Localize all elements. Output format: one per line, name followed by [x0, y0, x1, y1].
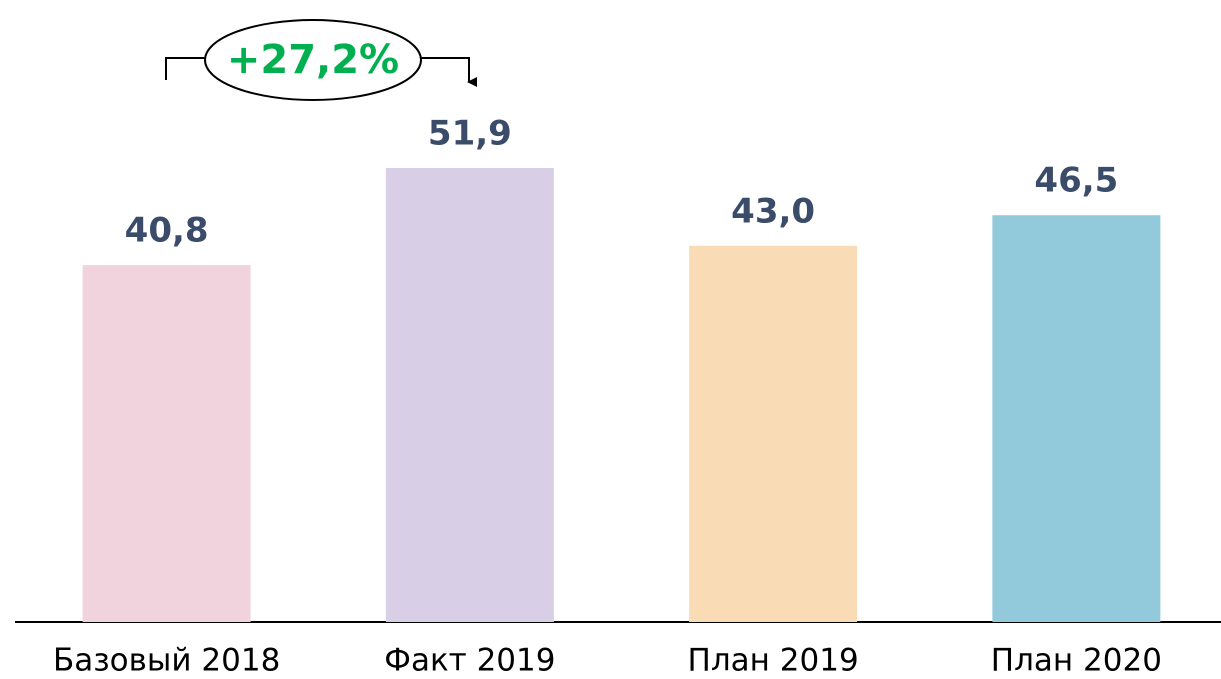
annotation: +27,2% — [227, 37, 399, 83]
bar — [385, 168, 554, 622]
bar — [992, 215, 1161, 622]
value-label: 40,8 — [125, 211, 209, 251]
annotation-ellipse — [204, 19, 422, 101]
value-label: 46,5 — [1034, 161, 1118, 201]
value-label: 51,9 — [428, 114, 512, 154]
x-tick-label: Базовый 2018 — [53, 643, 280, 679]
x-tick-label: План 2019 — [688, 643, 859, 679]
bar — [82, 265, 251, 622]
bar — [689, 245, 858, 622]
value-label: 43,0 — [731, 191, 815, 231]
x-tick-label: План 2020 — [991, 643, 1162, 679]
x-tick-label: Факт 2019 — [384, 643, 555, 679]
growth-bracket — [165, 57, 469, 82]
